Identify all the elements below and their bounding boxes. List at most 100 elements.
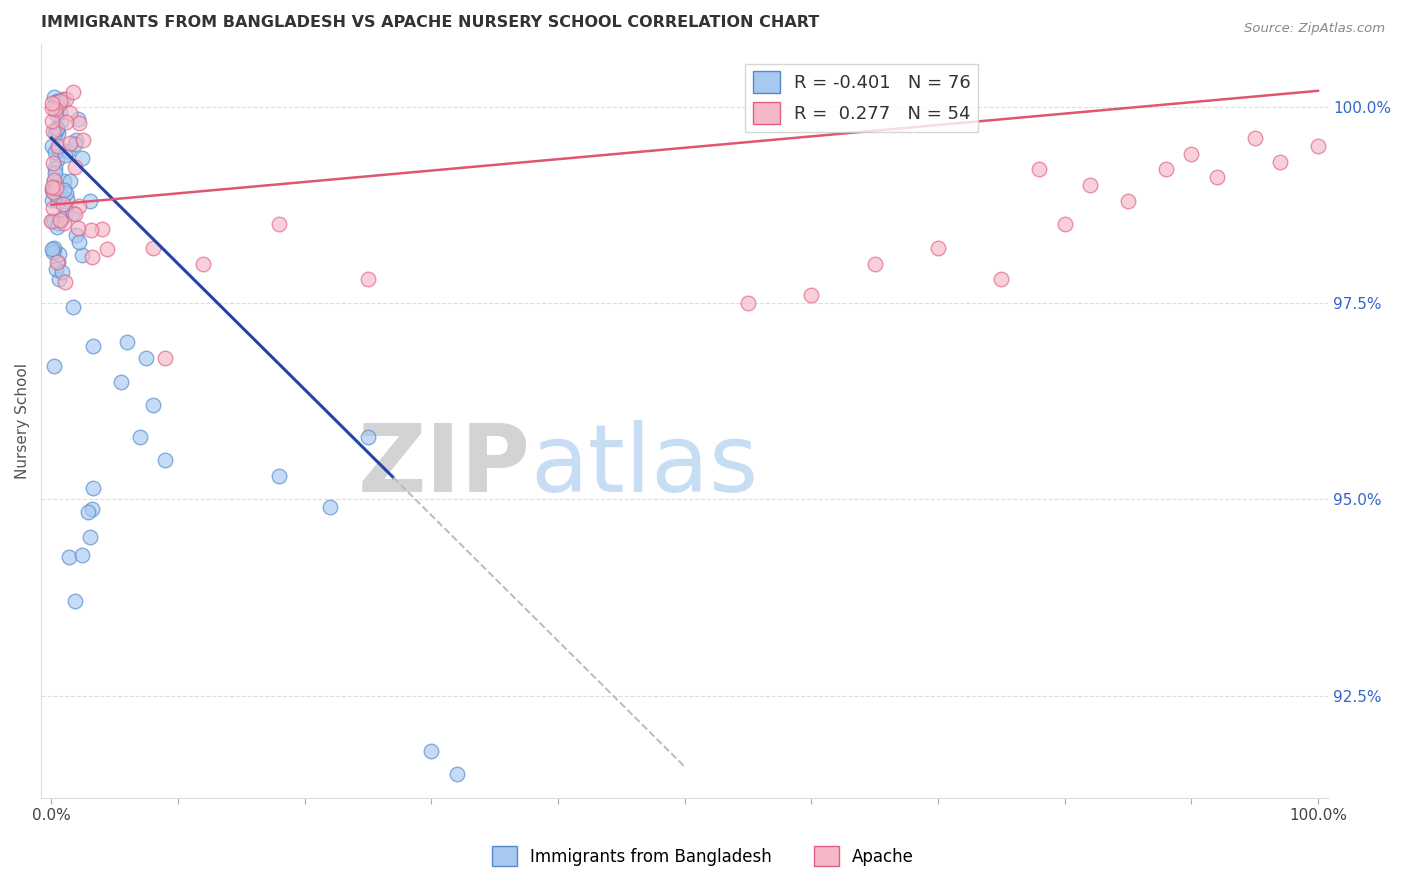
Point bbox=[62, 85, 84, 99]
Point bbox=[52, 197, 75, 211]
Point bbox=[70, 151, 93, 165]
Point bbox=[41, 114, 63, 128]
Point bbox=[1078, 178, 1101, 193]
Point bbox=[420, 744, 443, 758]
Point bbox=[91, 221, 114, 235]
Point bbox=[737, 296, 759, 310]
Point bbox=[72, 133, 94, 147]
Point bbox=[1053, 218, 1076, 232]
Point bbox=[193, 257, 215, 271]
Point bbox=[58, 549, 80, 564]
Point bbox=[82, 481, 104, 495]
Point bbox=[155, 453, 177, 467]
Point bbox=[927, 241, 949, 255]
Point bbox=[45, 255, 67, 269]
Point bbox=[62, 206, 84, 220]
Point bbox=[117, 335, 139, 350]
Point bbox=[41, 181, 63, 195]
Point bbox=[96, 242, 118, 256]
Point bbox=[52, 216, 75, 230]
Point bbox=[70, 548, 93, 562]
Point bbox=[51, 211, 73, 226]
Point bbox=[46, 94, 69, 108]
Point bbox=[42, 202, 65, 216]
Point bbox=[1243, 131, 1265, 145]
Point bbox=[42, 214, 65, 228]
Point bbox=[59, 136, 82, 150]
Text: IMMIGRANTS FROM BANGLADESH VS APACHE NURSERY SCHOOL CORRELATION CHART: IMMIGRANTS FROM BANGLADESH VS APACHE NUR… bbox=[41, 15, 820, 30]
Point bbox=[55, 192, 77, 206]
Point bbox=[65, 132, 87, 146]
Point bbox=[41, 138, 63, 153]
Point bbox=[45, 122, 67, 136]
Point bbox=[46, 121, 69, 136]
Point bbox=[319, 500, 342, 515]
Point bbox=[42, 156, 65, 170]
Point bbox=[49, 105, 72, 120]
Point bbox=[48, 213, 70, 227]
Point bbox=[44, 166, 66, 180]
Point bbox=[142, 398, 165, 412]
Point bbox=[269, 218, 291, 232]
Point bbox=[44, 102, 66, 116]
Point bbox=[42, 241, 65, 255]
Point bbox=[44, 126, 66, 140]
Point bbox=[53, 275, 76, 289]
Point bbox=[41, 214, 63, 228]
Point bbox=[44, 161, 66, 175]
Point bbox=[155, 351, 177, 365]
Point bbox=[46, 153, 69, 167]
Point bbox=[41, 193, 63, 207]
Point bbox=[77, 505, 100, 519]
Point bbox=[357, 272, 380, 286]
Point bbox=[46, 194, 69, 209]
Point bbox=[46, 220, 69, 235]
Point bbox=[59, 106, 82, 120]
Point bbox=[67, 220, 90, 235]
Point bbox=[42, 185, 65, 199]
Point bbox=[990, 272, 1012, 286]
Point bbox=[55, 186, 77, 200]
Point bbox=[48, 246, 70, 260]
Point bbox=[46, 141, 69, 155]
Point bbox=[67, 235, 90, 249]
Point bbox=[48, 272, 70, 286]
Y-axis label: Nursery School: Nursery School bbox=[15, 363, 30, 479]
Point bbox=[357, 429, 380, 443]
Point bbox=[80, 223, 103, 237]
Legend: Immigrants from Bangladesh, Apache: Immigrants from Bangladesh, Apache bbox=[485, 839, 921, 873]
Point bbox=[41, 214, 63, 228]
Point bbox=[49, 113, 72, 128]
Point bbox=[80, 250, 103, 264]
Point bbox=[1180, 146, 1202, 161]
Point bbox=[42, 90, 65, 104]
Point bbox=[129, 429, 152, 443]
Point bbox=[53, 148, 76, 162]
Point bbox=[67, 112, 90, 127]
Point bbox=[44, 145, 66, 160]
Point bbox=[82, 339, 104, 353]
Point bbox=[142, 241, 165, 255]
Point bbox=[51, 265, 73, 279]
Point bbox=[79, 530, 101, 544]
Point bbox=[1306, 138, 1329, 153]
Point bbox=[79, 194, 101, 209]
Point bbox=[62, 300, 84, 314]
Point bbox=[41, 242, 63, 256]
Point bbox=[49, 94, 72, 108]
Point bbox=[53, 174, 76, 188]
Point bbox=[46, 216, 69, 230]
Point bbox=[46, 126, 69, 140]
Point bbox=[82, 501, 104, 516]
Point bbox=[65, 137, 87, 152]
Point bbox=[65, 207, 87, 221]
Point bbox=[1116, 194, 1139, 208]
Point bbox=[45, 122, 67, 136]
Point bbox=[41, 95, 63, 110]
Point bbox=[55, 114, 77, 128]
Point bbox=[55, 92, 77, 106]
Point bbox=[42, 173, 65, 187]
Text: ZIP: ZIP bbox=[357, 420, 530, 512]
Point bbox=[63, 594, 86, 608]
Point bbox=[41, 180, 63, 194]
